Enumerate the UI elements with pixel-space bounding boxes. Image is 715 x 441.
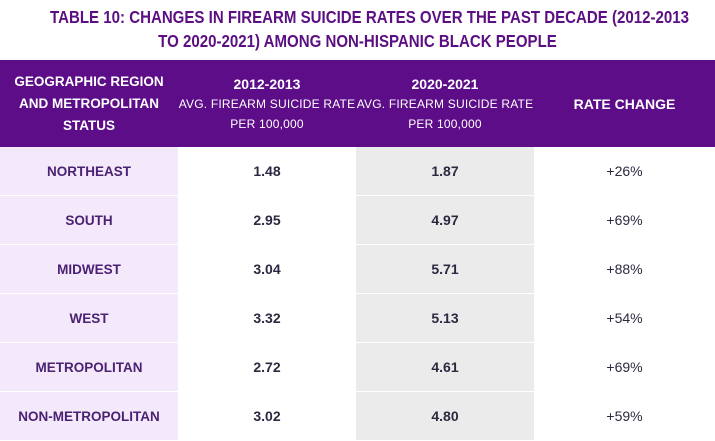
table-body: NORTHEAST 1.48 1.87 +26% SOUTH 2.95 4.97…	[0, 147, 715, 441]
header-region: GEOGRAPHIC REGION AND METROPOLITAN STATU…	[0, 60, 178, 147]
region-cell: MIDWEST	[0, 244, 178, 294]
rate-2020-2021-cell: 1.87	[356, 147, 534, 196]
table-title: TABLE 10: CHANGES IN FIREARM SUICIDE RAT…	[50, 0, 689, 60]
header-2012-2013-sub-1: AVG. FIREARM SUICIDE RATE	[178, 96, 356, 111]
table-row: METROPOLITAN 2.72 4.61 +69%	[0, 342, 715, 392]
header-region-line-3: STATUS	[62, 117, 115, 133]
rate-2012-2013-cell: 2.95	[178, 195, 356, 245]
header-2020-2021-sub-1: AVG. FIREARM SUICIDE RATE	[356, 96, 534, 111]
rate-change-cell: +26%	[534, 147, 715, 196]
rate-2012-2013-cell: 3.02	[178, 391, 356, 441]
header-rate-change-title: RATE CHANGE	[573, 95, 676, 112]
rate-2020-2021-cell: 4.61	[356, 342, 534, 392]
table-row: NORTHEAST 1.48 1.87 +26%	[0, 147, 715, 196]
region-cell: SOUTH	[0, 195, 178, 245]
header-2012-2013-title: 2012-2013	[233, 75, 301, 92]
rate-2020-2021-cell: 4.80	[356, 391, 534, 441]
rate-2012-2013-cell: 2.72	[178, 342, 356, 392]
rate-2012-2013-cell: 3.04	[178, 244, 356, 294]
header-2012-2013: 2012-2013 AVG. FIREARM SUICIDE RATE PER …	[178, 60, 356, 147]
header-2020-2021-sub-2: PER 100,000	[408, 116, 482, 131]
firearm-suicide-rate-table: GEOGRAPHIC REGION AND METROPOLITAN STATU…	[0, 60, 715, 441]
rate-change-cell: +69%	[534, 342, 715, 392]
header-region-line-2: AND METROPOLITAN	[18, 95, 159, 111]
rate-2020-2021-cell: 5.13	[356, 293, 534, 343]
header-2020-2021-title: 2020-2021	[411, 75, 479, 92]
table-row: WEST 3.32 5.13 +54%	[0, 293, 715, 343]
header-2020-2021: 2020-2021 AVG. FIREARM SUICIDE RATE PER …	[356, 60, 534, 147]
rate-2012-2013-cell: 3.32	[178, 293, 356, 343]
rate-change-cell: +54%	[534, 293, 715, 343]
table-row: MIDWEST 3.04 5.71 +88%	[0, 244, 715, 294]
rate-change-cell: +88%	[534, 244, 715, 294]
header-row: GEOGRAPHIC REGION AND METROPOLITAN STATU…	[0, 60, 715, 147]
rate-change-cell: +69%	[534, 195, 715, 245]
region-cell: NON-METROPOLITAN	[0, 391, 178, 441]
table-title-line-1: TABLE 10: CHANGES IN FIREARM SUICIDE RAT…	[50, 7, 689, 27]
rate-2012-2013-cell: 1.48	[178, 147, 356, 196]
table-row: NON-METROPOLITAN 3.02 4.80 +59%	[0, 391, 715, 441]
table-title-line-2: TO 2020-2021) AMONG NON-HISPANIC BLACK P…	[158, 31, 557, 51]
rate-2020-2021-cell: 5.71	[356, 244, 534, 294]
rate-change-cell: +59%	[534, 391, 715, 441]
rate-2020-2021-cell: 4.97	[356, 195, 534, 245]
region-cell: WEST	[0, 293, 178, 343]
region-cell: METROPOLITAN	[0, 342, 178, 392]
header-region-line-1: GEOGRAPHIC REGION	[14, 73, 164, 89]
header-rate-change: RATE CHANGE	[534, 60, 715, 147]
header-2012-2013-sub-2: PER 100,000	[230, 116, 304, 131]
table-header: GEOGRAPHIC REGION AND METROPOLITAN STATU…	[0, 60, 715, 147]
region-cell: NORTHEAST	[0, 147, 178, 196]
table-row: SOUTH 2.95 4.97 +69%	[0, 195, 715, 245]
